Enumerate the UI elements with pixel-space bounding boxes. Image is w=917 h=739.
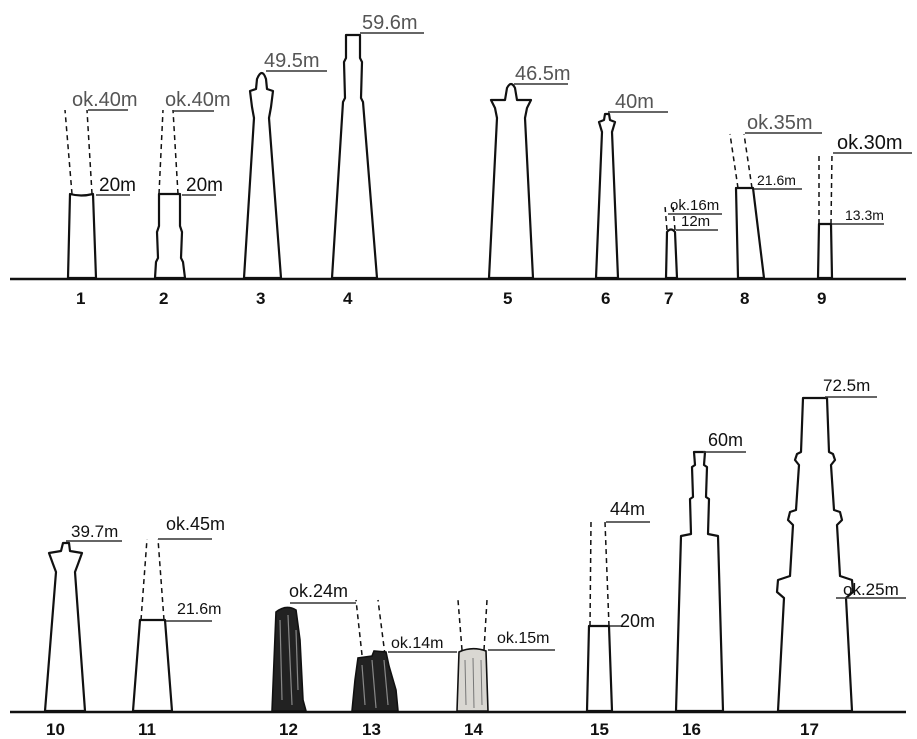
- tower-17-number: 17: [800, 720, 819, 739]
- tower-9: ok.30m 13.3m 9: [816, 132, 912, 308]
- tower-16: 60m 16: [674, 430, 746, 739]
- tower-2-number: 2: [159, 289, 168, 308]
- tower-2-remaining-label: 20m: [186, 175, 223, 196]
- tower-6-height-label: 40m: [615, 91, 654, 113]
- tower-15: 44m 20m 15: [585, 499, 655, 739]
- tower-12-number: 12: [279, 720, 298, 739]
- tower-16-height-label: 60m: [708, 430, 743, 450]
- tower-13: ok.14m 13: [351, 599, 457, 739]
- tower-17-remaining-label: ok.25m: [843, 580, 899, 599]
- tower-11-height-label: ok.45m: [166, 514, 225, 534]
- tower-11-number: 11: [138, 720, 156, 739]
- tower-7-remaining-label: 12m: [681, 213, 710, 230]
- tower-4: 59.6m 4: [330, 12, 424, 308]
- tower-14-height-label: ok.15m: [497, 630, 549, 647]
- tower-17-height-label: 72.5m: [823, 376, 870, 395]
- tower-9-remaining-label: 13.3m: [845, 207, 884, 223]
- tower-9-height-label: ok.30m: [837, 132, 903, 154]
- tower-4-height-label: 59.6m: [362, 12, 418, 34]
- tower-1-height-label: ok.40m: [72, 89, 138, 111]
- tower-16-number: 16: [682, 720, 701, 739]
- tower-5-number: 5: [503, 289, 512, 308]
- tower-13-height-label: ok.14m: [391, 635, 443, 652]
- tower-1: ok.40m 20m 1: [64, 89, 138, 308]
- tower-6-number: 6: [601, 289, 610, 308]
- tower-5: 46.5m 5: [487, 63, 571, 308]
- tower-15-height-label: 44m: [610, 499, 645, 519]
- tower-1-remaining-label: 20m: [99, 175, 136, 196]
- tower-6: 40m 6: [594, 91, 668, 308]
- tower-2-height-label: ok.40m: [165, 89, 231, 111]
- tower-7-height-label: ok.16m: [670, 197, 719, 214]
- tower-14-number: 14: [464, 720, 483, 739]
- tower-10: 39.7m 10: [43, 522, 122, 739]
- tower-8-remaining-label: 21.6m: [757, 172, 796, 188]
- tower-3-number: 3: [256, 289, 265, 308]
- tower-14: ok.15m 14: [456, 599, 555, 739]
- tower-7: ok.16m 12m 7: [664, 197, 722, 308]
- tower-13-number: 13: [362, 720, 381, 739]
- tower-8: ok.35m 21.6m 8: [729, 112, 822, 308]
- tower-4-number: 4: [343, 289, 353, 308]
- tower-5-height-label: 46.5m: [515, 63, 571, 85]
- tower-10-height-label: 39.7m: [71, 522, 118, 541]
- tower-11: ok.45m 21.6m 11: [131, 514, 225, 739]
- tower-2: ok.40m 20m 2: [153, 89, 231, 308]
- tower-8-number: 8: [740, 289, 749, 308]
- tower-3: 49.5m 3: [242, 50, 327, 308]
- tower-1-number: 1: [76, 289, 85, 308]
- tower-3-height-label: 49.5m: [264, 50, 320, 72]
- tower-7-number: 7: [664, 289, 673, 308]
- tower-12-height-label: ok.24m: [289, 581, 348, 601]
- tower-12: ok.24m 12: [271, 581, 356, 739]
- tower-8-height-label: ok.35m: [747, 112, 813, 134]
- tower-17: 72.5m ok.25m 17: [775, 376, 906, 739]
- tower-9-number: 9: [817, 289, 826, 308]
- tower-15-remaining-label: 20m: [620, 611, 655, 631]
- tower-11-remaining-label: 21.6m: [177, 601, 221, 618]
- tower-10-number: 10: [46, 720, 65, 739]
- tower-15-number: 15: [590, 720, 609, 739]
